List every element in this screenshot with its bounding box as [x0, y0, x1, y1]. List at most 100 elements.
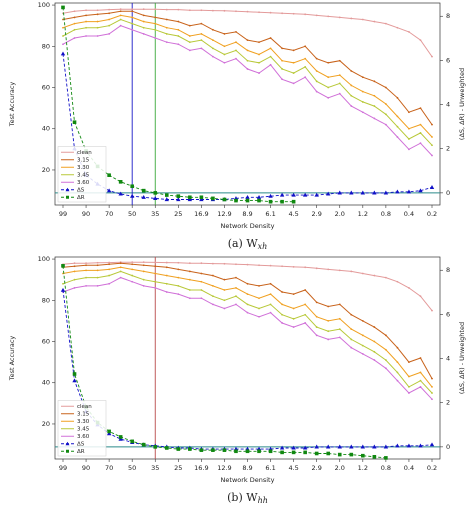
- point-marker: [281, 313, 283, 316]
- series-line: [62, 261, 433, 311]
- point-marker: [256, 194, 262, 199]
- point-marker: [212, 303, 214, 306]
- point-marker: [373, 274, 376, 277]
- point-marker: [280, 450, 284, 455]
- y-tick-label: 100: [38, 255, 50, 263]
- point-marker: [73, 22, 76, 25]
- point-marker: [258, 11, 260, 14]
- point-marker: [85, 35, 87, 37]
- legend-label: 3.60: [77, 180, 90, 186]
- point-marker: [235, 263, 237, 266]
- x-tick-label: 99: [59, 210, 67, 218]
- point-marker: [131, 268, 134, 271]
- point-marker: [153, 196, 158, 200]
- point-marker: [350, 70, 353, 72]
- point-marker: [384, 334, 387, 337]
- point-marker: [85, 9, 87, 12]
- point-marker: [302, 445, 308, 450]
- point-marker: [73, 16, 76, 19]
- point-marker: [141, 188, 146, 193]
- point-marker: [395, 189, 400, 194]
- x-tick-label: 50: [128, 464, 136, 472]
- point-marker: [96, 264, 99, 267]
- point-marker: [108, 8, 111, 11]
- point-marker: [164, 193, 169, 197]
- plot-frame: [54, 2, 441, 206]
- point-marker: [85, 276, 87, 279]
- point-marker: [107, 173, 111, 177]
- point-marker: [141, 442, 146, 447]
- point-marker: [199, 197, 204, 202]
- point-marker: [315, 70, 318, 72]
- x-tick-label: 35: [151, 464, 159, 472]
- point-marker: [235, 287, 237, 289]
- point-marker: [304, 65, 307, 68]
- y2-tick-label: 4: [446, 101, 450, 109]
- y-tick-label: 60: [42, 84, 50, 92]
- point-marker: [350, 313, 353, 316]
- point-marker: [395, 443, 400, 448]
- x-tick-label: 4.5: [288, 464, 298, 472]
- point-marker: [164, 446, 169, 450]
- point-marker: [62, 26, 64, 29]
- point-marker: [235, 41, 237, 44]
- point-marker: [212, 284, 214, 287]
- point-marker: [222, 197, 227, 202]
- point-marker: [396, 371, 399, 374]
- point-marker: [258, 315, 260, 318]
- x-tick-label: 25: [174, 464, 182, 472]
- point-marker: [246, 59, 249, 62]
- point-marker: [315, 301, 318, 304]
- point-marker: [384, 456, 388, 460]
- point-marker: [304, 76, 307, 79]
- point-marker: [258, 307, 260, 310]
- point-marker: [142, 33, 145, 35]
- point-marker: [176, 194, 181, 198]
- point-marker: [211, 448, 215, 452]
- point-marker: [269, 311, 272, 314]
- point-marker: [165, 26, 168, 29]
- point-marker: [292, 265, 295, 268]
- series-line: [62, 290, 433, 450]
- point-marker: [131, 22, 134, 25]
- point-marker: [85, 284, 87, 287]
- point-marker: [338, 92, 341, 95]
- x-tick-label: 8.9: [242, 210, 252, 218]
- point-marker: [200, 280, 203, 283]
- point-marker: [431, 385, 433, 388]
- point-marker: [408, 30, 410, 33]
- point-marker: [384, 123, 387, 126]
- point-marker: [327, 86, 330, 89]
- point-marker: [304, 313, 307, 316]
- legend-label: ΔS: [77, 441, 85, 447]
- y-tick-label: 40: [42, 125, 50, 133]
- point-marker: [279, 192, 285, 197]
- point-marker: [269, 37, 272, 39]
- x-tick-label: 16.9: [194, 464, 208, 472]
- point-marker: [349, 452, 354, 457]
- legend-label: ΔS: [77, 187, 85, 193]
- x-tick-label: 12.9: [217, 210, 231, 218]
- point-marker: [302, 192, 308, 197]
- point-marker: [408, 111, 410, 114]
- point-marker: [419, 142, 422, 145]
- point-marker: [73, 262, 76, 265]
- point-marker: [373, 350, 376, 353]
- point-marker: [154, 265, 157, 268]
- point-marker: [142, 26, 145, 29]
- point-marker: [131, 8, 134, 11]
- point-marker: [62, 18, 64, 21]
- point-marker: [246, 311, 249, 314]
- point-marker: [292, 49, 295, 52]
- point-marker: [338, 74, 341, 77]
- x-tick-label: 50: [128, 210, 136, 218]
- point-marker: [119, 24, 122, 27]
- point-marker: [304, 57, 307, 60]
- point-marker: [419, 295, 422, 298]
- point-marker: [118, 180, 123, 184]
- point-marker: [258, 284, 260, 287]
- point-marker: [154, 287, 157, 289]
- point-marker: [384, 22, 387, 25]
- point-marker: [408, 375, 410, 378]
- point-marker: [212, 274, 214, 277]
